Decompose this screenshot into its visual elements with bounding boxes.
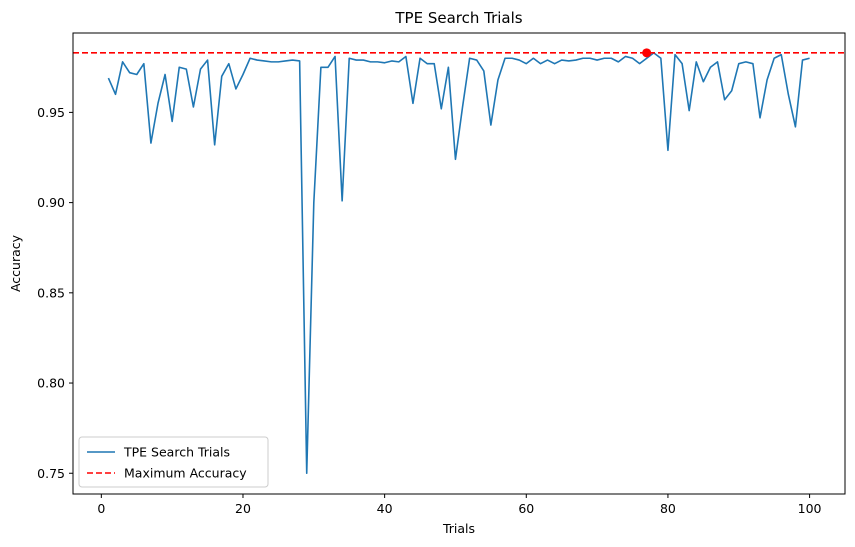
x-tick-label: 80 [660,501,676,516]
plot-area [73,33,845,494]
x-axis-title: Trials [442,521,475,536]
legend-label-tpe-search-trials: TPE Search Trials [123,445,230,460]
x-tick-label: 20 [235,501,251,516]
legend: TPE Search Trials Maximum Accuracy [78,436,269,488]
y-tick-label: 0.90 [37,195,65,210]
x-tick-label: 100 [798,501,822,516]
chart-title: TPE Search Trials [394,9,522,27]
y-tick-label: 0.95 [37,105,65,120]
y-tick-label: 0.75 [37,466,65,481]
x-tick-label: 0 [97,501,105,516]
y-tick-label: 0.85 [37,285,65,300]
axis-ticks: 0 20 40 60 80 100 0.75 0.80 0.85 0.90 0.95 [37,105,821,516]
plot-frame [72,32,846,495]
series-layer [73,48,845,475]
x-tick-label: 60 [518,501,534,516]
max-accuracy-point [642,48,652,58]
legend-label-maximum-accuracy: Maximum Accuracy [124,466,247,481]
y-tick-label: 0.80 [37,376,65,391]
series-line-tpe-search-trials [107,52,810,475]
legend-box [78,436,269,488]
x-tick-label: 40 [377,501,393,516]
y-axis-title: Accuracy [8,234,23,292]
